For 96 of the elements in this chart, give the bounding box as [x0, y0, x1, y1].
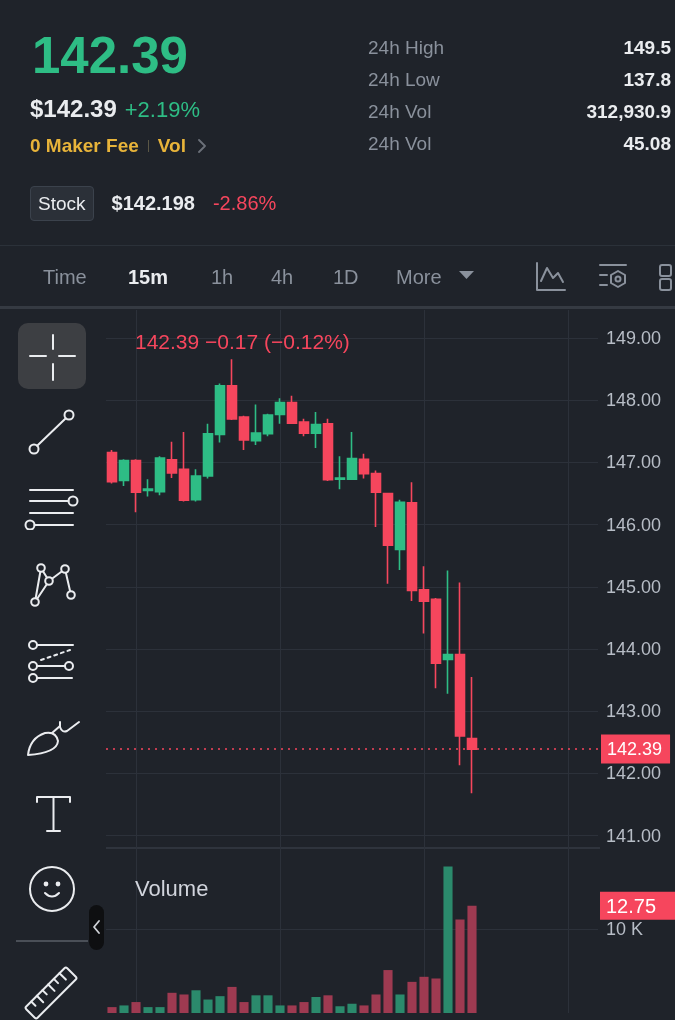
text: Stock	[30, 185, 94, 221]
candlestick	[178, 431, 190, 503]
candlestick	[214, 382, 226, 444]
candlestick	[166, 441, 178, 479]
y-tick-label: 146.00	[606, 514, 662, 535]
text: 24h Vol	[368, 100, 432, 122]
bar	[227, 986, 237, 1013]
text: 0 Maker Fee	[30, 135, 139, 156]
text: 24h Vol	[368, 132, 432, 154]
text: 137.8	[623, 68, 671, 90]
bar	[155, 1007, 165, 1013]
candlestick	[430, 597, 442, 689]
bar	[323, 995, 333, 1013]
bar	[143, 1007, 153, 1013]
text: 1D	[333, 266, 359, 289]
y-tick-label: 10 K	[606, 918, 644, 939]
candlestick	[274, 397, 286, 425]
text: +2.19%	[124, 97, 200, 122]
text: Volume	[135, 875, 209, 901]
text: 149.5	[623, 36, 671, 58]
text: 45.08	[623, 132, 671, 154]
bar	[467, 905, 477, 1013]
text: 142.39 −0.17 (−0.12%)	[135, 330, 350, 353]
candlestick	[154, 455, 166, 497]
y-tick-label: 143.00	[606, 701, 662, 722]
bar	[359, 1005, 369, 1013]
bar	[395, 994, 405, 1013]
candlestick	[130, 458, 142, 513]
candlestick	[106, 449, 118, 485]
text: $142.198	[111, 192, 195, 214]
candlestick	[406, 481, 418, 602]
bar	[335, 1006, 345, 1013]
text: 312,930.9	[586, 100, 671, 122]
candlestick	[226, 358, 238, 421]
y-tick-label: 144.00	[606, 638, 662, 659]
bar	[287, 1005, 297, 1013]
text: Vol	[157, 135, 186, 156]
text: 12.75	[606, 894, 657, 917]
bar	[347, 1003, 357, 1013]
bar	[131, 1002, 141, 1013]
candlestick	[118, 458, 130, 487]
candlestick	[334, 455, 346, 490]
bar	[119, 1005, 129, 1013]
y-tick-label: 141.00	[606, 825, 662, 846]
text: 142.39	[32, 26, 188, 84]
text: 24h High	[368, 36, 445, 58]
y-tick-label: 147.00	[606, 452, 662, 473]
text: More	[396, 266, 442, 289]
bar	[443, 866, 453, 1013]
candlestick	[370, 469, 382, 528]
candlestick	[202, 423, 214, 480]
y-tick-label: 148.00	[606, 390, 662, 411]
candlestick	[250, 403, 262, 446]
candlestick	[310, 411, 322, 449]
bar	[263, 995, 273, 1013]
bar	[251, 995, 261, 1013]
bar	[383, 970, 393, 1013]
candlestick	[238, 414, 250, 451]
candlestick	[394, 498, 406, 571]
candlestick	[286, 395, 298, 425]
candlestick	[358, 452, 370, 480]
text: $142.39	[30, 95, 117, 122]
candlestick	[190, 468, 202, 503]
candlestick	[262, 413, 274, 438]
candlestick	[298, 418, 310, 438]
candlestick	[382, 492, 394, 585]
bar	[311, 997, 321, 1013]
candlestick	[346, 431, 358, 481]
text: 4h	[271, 266, 294, 289]
bar	[107, 1007, 117, 1013]
bar	[191, 990, 201, 1013]
bar	[299, 1002, 309, 1013]
bar	[179, 994, 189, 1013]
candlestick	[322, 418, 334, 482]
bar	[419, 976, 429, 1013]
bar	[275, 1005, 285, 1013]
y-tick-label: 142.00	[606, 763, 662, 784]
bar	[239, 1002, 249, 1013]
candlestick	[418, 565, 430, 635]
bar	[167, 992, 177, 1013]
text: 24h Low	[368, 68, 440, 90]
candlestick	[442, 569, 454, 695]
candlestick	[142, 478, 154, 498]
bar	[215, 996, 225, 1013]
bar	[455, 919, 465, 1013]
ref-line-label: 142.39	[607, 739, 663, 760]
bar	[203, 999, 213, 1013]
bar	[371, 994, 381, 1013]
text: 15m	[128, 266, 169, 289]
y-tick-label: 145.00	[606, 576, 662, 597]
text: Time	[43, 266, 87, 289]
bar	[431, 978, 441, 1013]
text: -2.86%	[212, 192, 277, 214]
bar	[407, 981, 417, 1013]
text: 1h	[211, 266, 234, 289]
y-tick-label: 149.00	[606, 327, 662, 348]
